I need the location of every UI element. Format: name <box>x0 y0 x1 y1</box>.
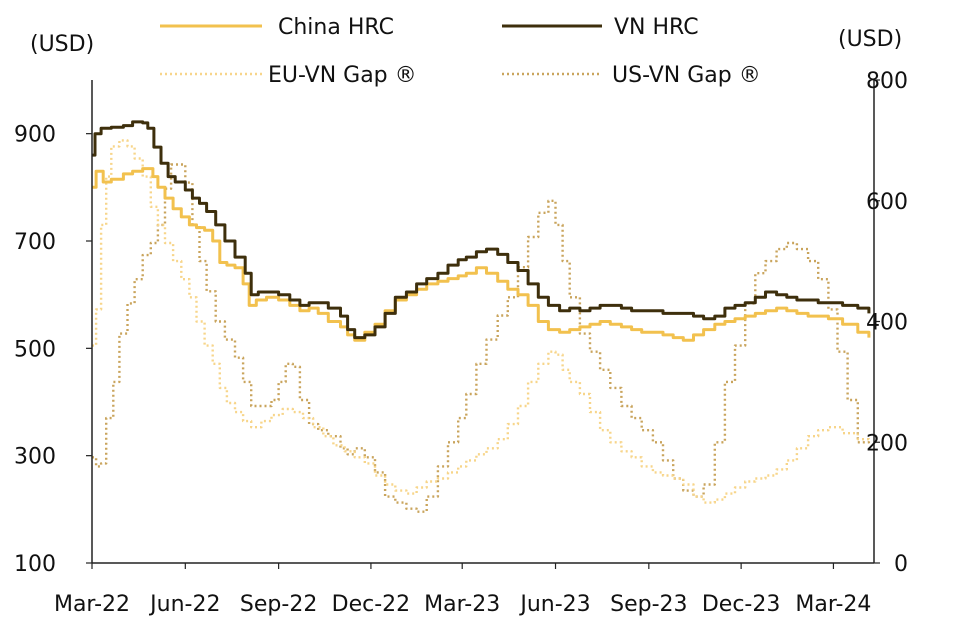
x-tick-label: Sep-23 <box>610 592 687 617</box>
legend-label: EU-VN Gap ® <box>268 63 417 88</box>
x-tick-label: Mar-23 <box>424 592 500 617</box>
x-tick-label: Dec-22 <box>332 592 411 617</box>
series-line-china-hrc <box>92 167 871 342</box>
legend-label: VN HRC <box>614 15 699 40</box>
legend: China HRC VN HRC EU-VN Gap ® US-VN Gap ® <box>160 15 761 88</box>
left-tick-label: 100 <box>14 552 56 577</box>
right-tick-label: 200 <box>866 431 908 456</box>
left-tick-label: 300 <box>14 445 56 470</box>
right-tick-label: 0 <box>894 552 908 577</box>
x-tick-label: Mar-22 <box>54 592 130 617</box>
x-tick-label: Jun-23 <box>518 592 590 617</box>
right-axis-unit: (USD) <box>838 27 902 52</box>
right-tick-label: 800 <box>866 69 908 94</box>
left-tick-label: 500 <box>14 337 56 362</box>
x-tick-label: Dec-23 <box>702 592 781 617</box>
tick-labels: 100 300 500 700 900 0 200 400 600 800 Mar-22 Jun-22… <box>14 69 908 617</box>
series-line-eu-vn-gap <box>92 139 871 504</box>
series-line-us-vn-gap <box>92 163 871 513</box>
left-tick-label: 700 <box>14 230 56 255</box>
left-tick-label: 900 <box>14 123 56 148</box>
legend-label: China HRC <box>278 15 394 40</box>
left-axis-unit: (USD) <box>30 32 94 57</box>
right-tick-label: 400 <box>866 311 908 336</box>
x-tick-label: Jun-22 <box>148 592 220 617</box>
series-line-vn-hrc <box>92 120 871 340</box>
x-tick-label: Sep-22 <box>240 592 317 617</box>
right-tick-label: 600 <box>866 190 908 215</box>
axes <box>86 79 880 569</box>
x-tick-label: Mar-24 <box>795 592 871 617</box>
legend-label: US-VN Gap ® <box>612 63 761 88</box>
series-layer <box>92 120 871 513</box>
